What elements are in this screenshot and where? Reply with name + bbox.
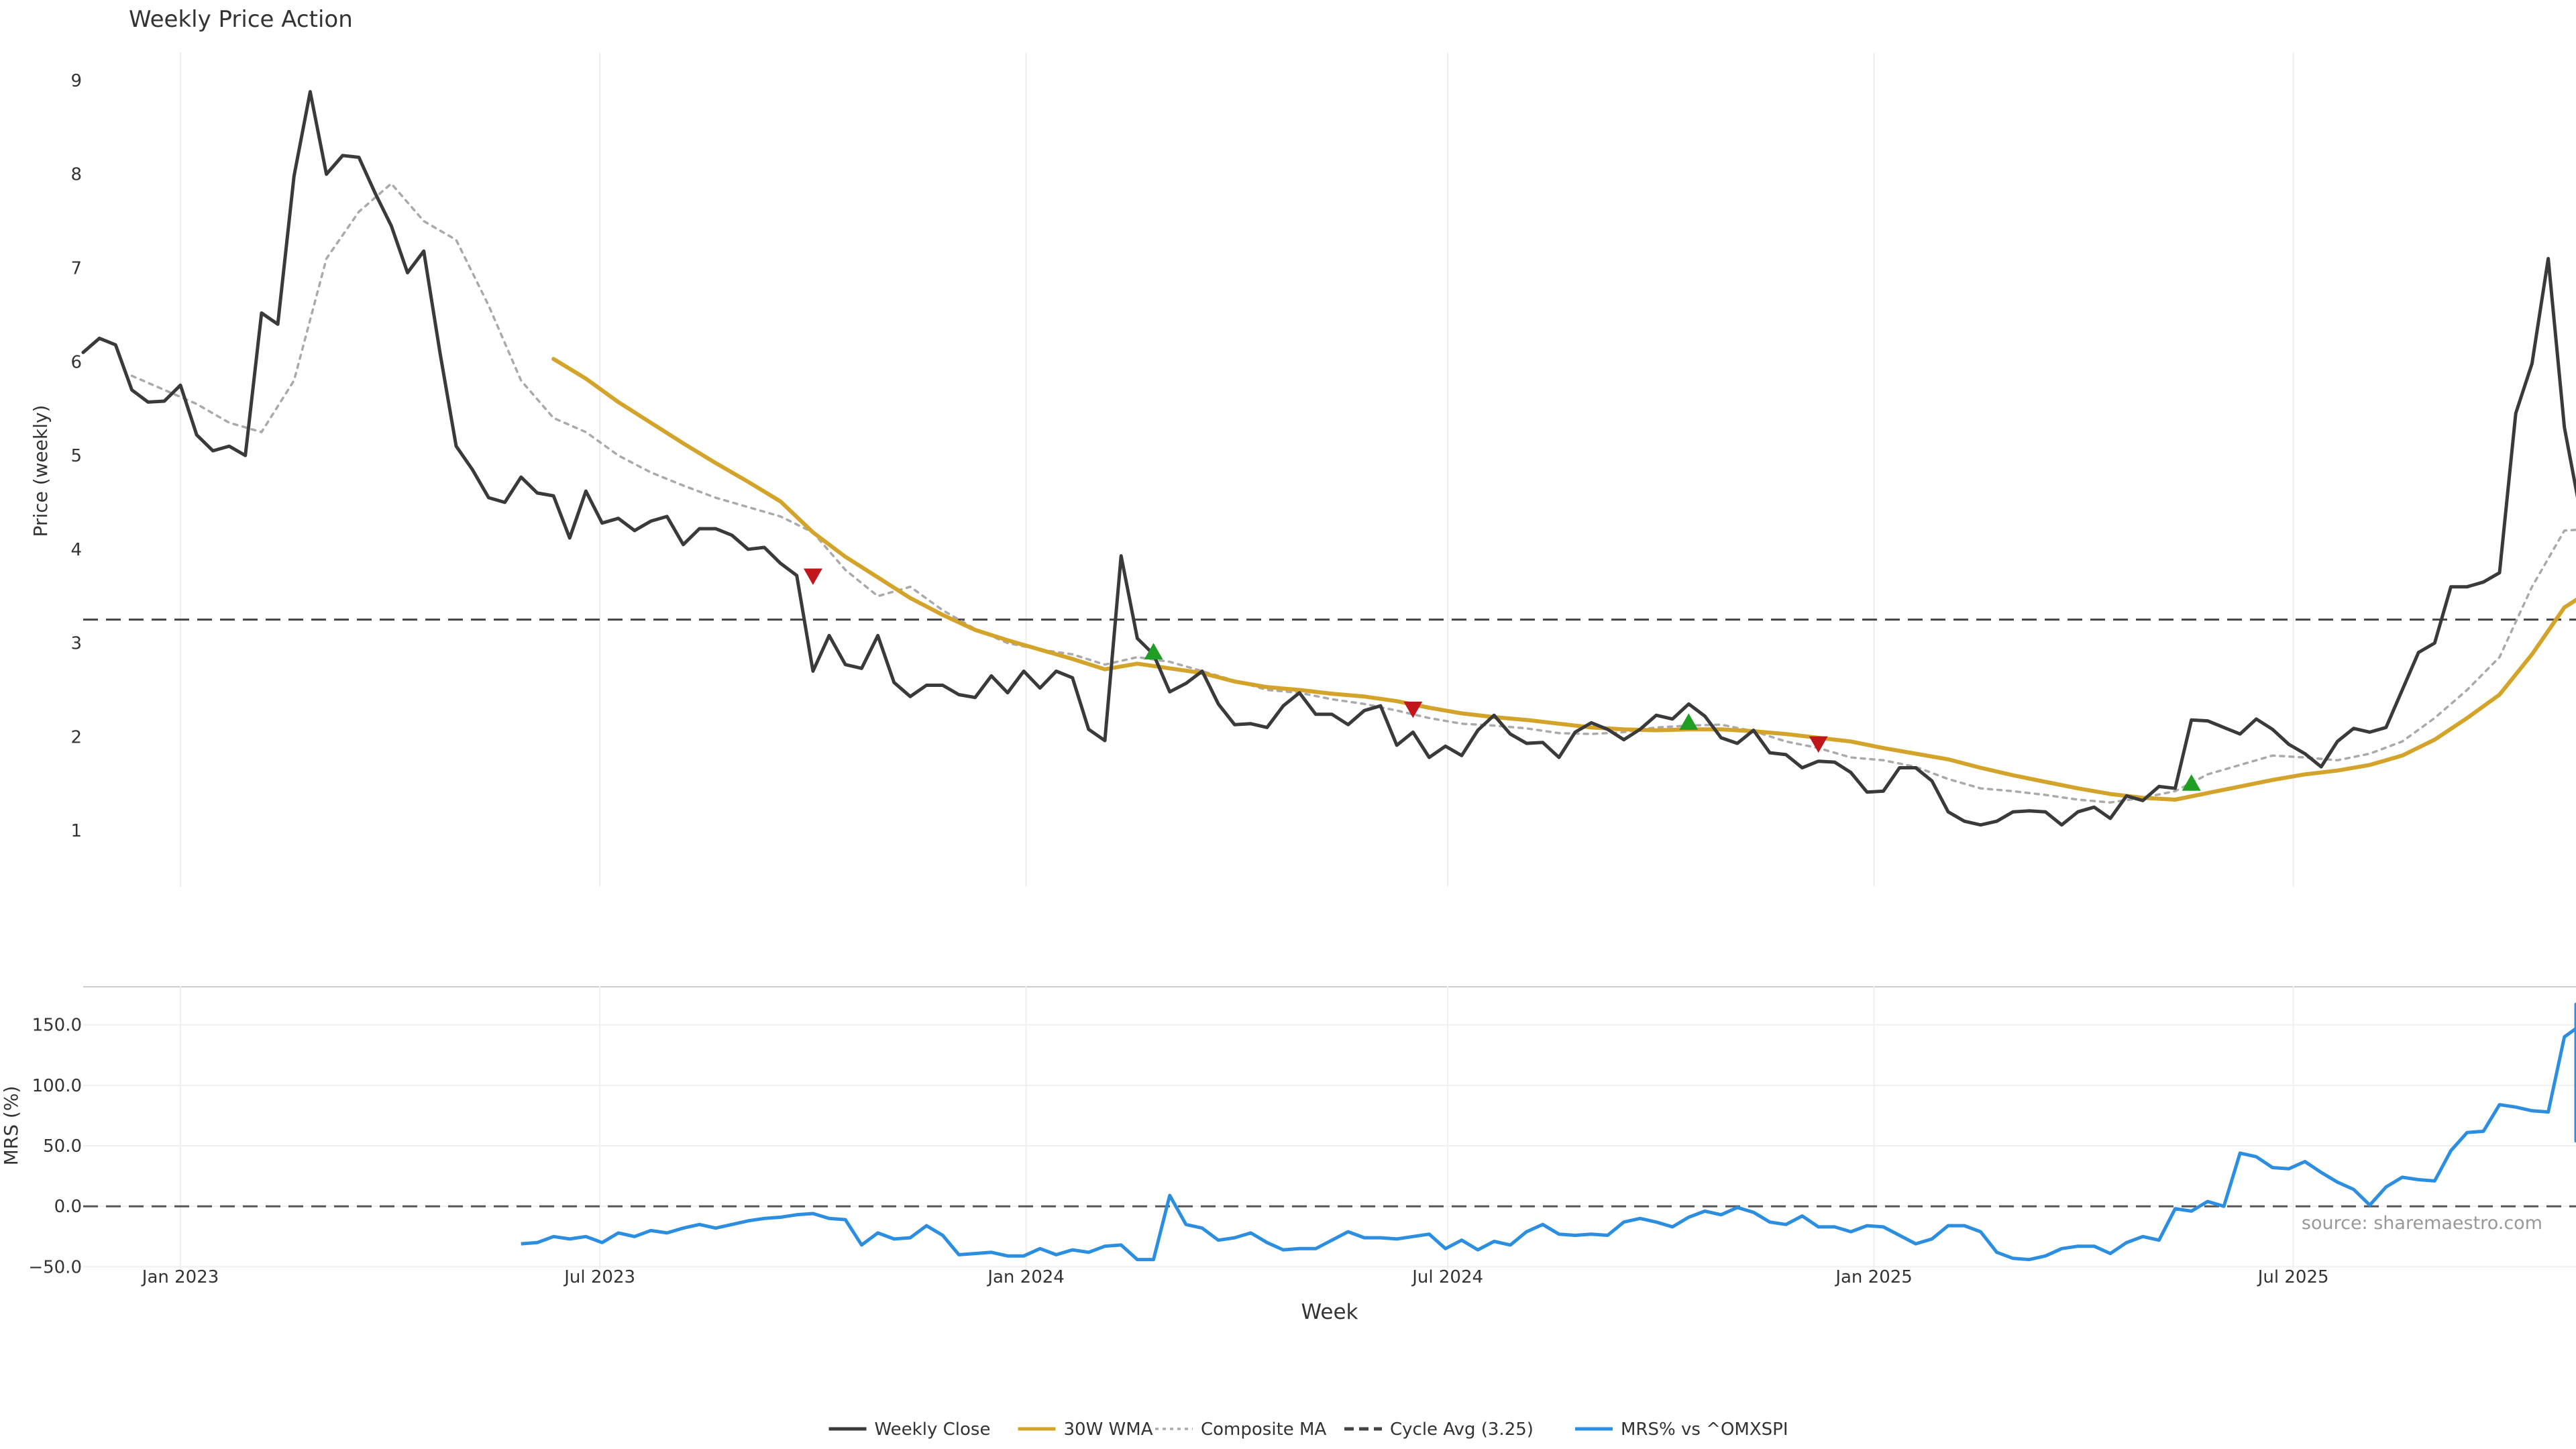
x-tick-label: Jul 2024 — [1411, 1267, 1483, 1287]
price-y-axis: 1 2 3 4 5 6 7 8 9 — [70, 71, 82, 841]
price-y-axis-label: Price (weekly) — [30, 405, 52, 537]
legend-label: Cycle Avg (3.25) — [1390, 1419, 1534, 1440]
price-grid — [180, 52, 2294, 887]
buy-signal-marker — [2182, 774, 2201, 791]
series-mrs-vs-omxspi — [521, 1002, 2576, 1262]
x-tick-label: Jan 2023 — [141, 1267, 219, 1287]
mrs-y-axis: −50.0 0.0 50.0 100.0 150.0 — [28, 1016, 82, 1278]
price-y-tick-label: 9 — [70, 71, 82, 91]
mrs-y-tick-label: 100.0 — [32, 1076, 82, 1096]
price-y-tick-label: 8 — [70, 165, 82, 185]
legend-item: Weekly Close — [828, 1419, 991, 1440]
legend-label: Composite MA — [1201, 1419, 1326, 1440]
price-chart-title: Weekly Price Action — [129, 6, 353, 33]
series-weekly-close — [81, 90, 2576, 827]
mrs-series — [521, 1002, 2576, 1262]
buy-signal-marker — [1679, 713, 1699, 730]
mrs-y-tick-label: −50.0 — [28, 1257, 82, 1277]
legend-label: 30W WMA — [1064, 1419, 1153, 1440]
legend-item: Composite MA — [1155, 1419, 1326, 1440]
x-tick-label: Jan 2025 — [1834, 1267, 1913, 1287]
price-y-tick-label: 6 — [70, 352, 82, 372]
price-series — [81, 90, 2576, 827]
legend: Weekly Close 30W WMA Composite MA Cycle Avg… — [828, 1419, 1788, 1440]
x-tick-label: Jan 2024 — [986, 1267, 1065, 1287]
x-axis-ticks: Jan 2023 Jul 2023 Jan 2024 Jul 2024 Jan 2025… — [141, 1267, 2329, 1287]
price-y-tick-label: 5 — [70, 446, 82, 466]
price-y-tick-label: 7 — [70, 258, 82, 278]
buy-signal-marker — [1144, 643, 1163, 660]
sell-signal-marker — [1403, 701, 1423, 718]
x-tick-label: Jul 2023 — [563, 1267, 635, 1287]
legend-label: Weekly Close — [875, 1419, 991, 1440]
mrs-y-axis-label: MRS (%) — [0, 1086, 22, 1166]
sell-signal-marker — [803, 568, 822, 585]
x-axis-label: Week — [1301, 1300, 1358, 1324]
series-30w-wma — [551, 357, 2576, 802]
legend-item: Cycle Avg (3.25) — [1344, 1419, 1534, 1440]
mrs-grid — [83, 986, 2576, 1269]
price-y-tick-label: 3 — [70, 634, 82, 654]
mrs-y-tick-label: 150.0 — [32, 1016, 82, 1036]
signal-markers — [803, 568, 2201, 791]
x-tick-label: Jul 2025 — [2257, 1267, 2329, 1287]
mrs-y-tick-label: 0.0 — [54, 1197, 82, 1217]
price-y-tick-label: 2 — [70, 727, 82, 747]
price-y-tick-label: 4 — [70, 540, 82, 560]
mrs-y-tick-label: 50.0 — [43, 1136, 82, 1157]
legend-item: MRS% vs ^OMXSPI — [1575, 1419, 1788, 1440]
legend-item: 30W WMA — [1018, 1419, 1153, 1440]
sell-signal-marker — [1809, 736, 1828, 753]
legend-label: MRS% vs ^OMXSPI — [1621, 1419, 1788, 1440]
source-annotation: source: sharemaestro.com — [2302, 1213, 2542, 1234]
price-y-tick-label: 1 — [70, 821, 82, 841]
series-composite-ma — [130, 182, 2576, 804]
